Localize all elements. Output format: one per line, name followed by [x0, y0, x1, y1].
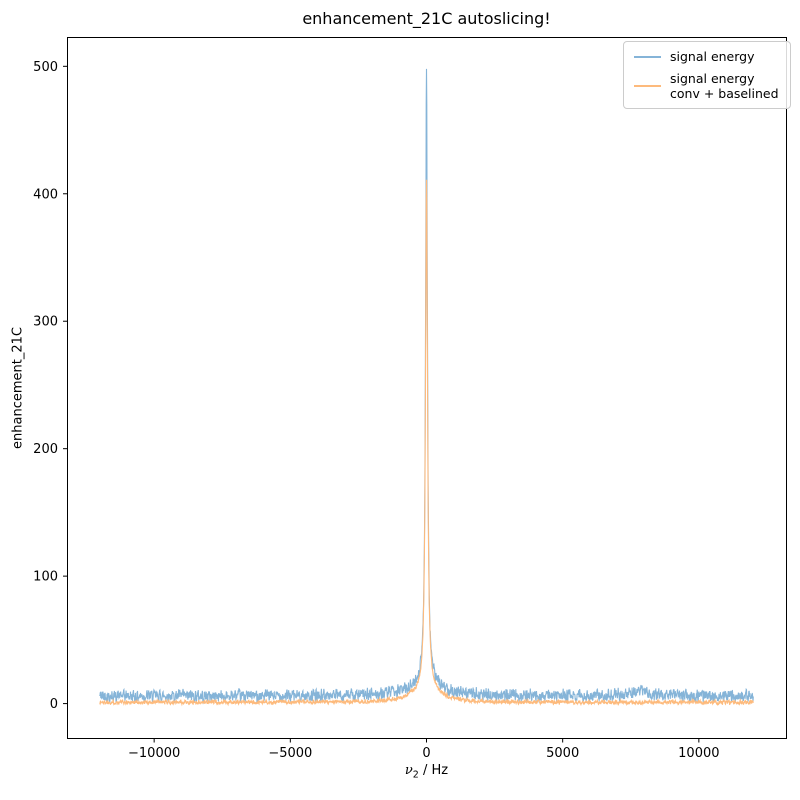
x-axis-label-unit: / Hz	[418, 763, 449, 778]
y-tick-label: 300	[33, 315, 58, 330]
x-axis-label-subscript: 2	[412, 769, 419, 781]
legend-label: signal energy conv + baselined	[670, 71, 779, 101]
series-line-signal-energy	[99, 68, 754, 705]
x-axis-label: ν2 / Hz	[67, 763, 786, 781]
y-tick-label: 400	[33, 187, 58, 202]
legend-line-swatch	[634, 85, 661, 87]
y-tick-label: 200	[33, 442, 58, 457]
y-tick-label: 100	[33, 570, 58, 585]
y-tick-label: 0	[50, 697, 58, 712]
y-axis-label: enhancement_21C	[10, 327, 26, 449]
x-tick-label: 10000	[678, 746, 719, 761]
x-axis-label-symbol: ν	[404, 763, 413, 778]
y-tick-label: 500	[33, 60, 58, 75]
x-tick-label: 5000	[546, 746, 579, 761]
series-line-signal-energy-conv-baselined	[99, 179, 754, 707]
legend-entry: signal energy conv + baselined	[634, 71, 779, 101]
x-tick-label: 0	[422, 746, 430, 761]
chart-title: enhancement_21C autoslicing!	[302, 9, 551, 28]
legend-entry: signal energy	[634, 49, 779, 64]
x-tick-label: −5000	[268, 746, 312, 761]
legend-line-swatch	[634, 55, 661, 58]
legend: signal energy signal energy conv + baselin…	[623, 41, 791, 109]
legend-label: signal energy	[670, 49, 755, 64]
x-tick-label: −10000	[128, 746, 180, 761]
